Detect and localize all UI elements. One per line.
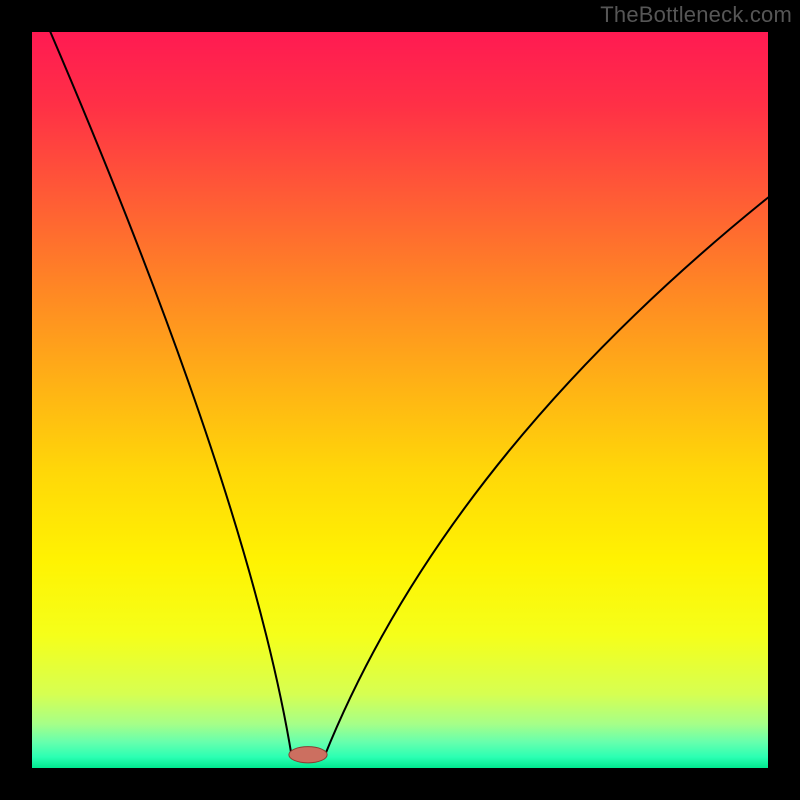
chart-stage: TheBottleneck.com [0,0,800,800]
watermark-text: TheBottleneck.com [600,2,792,28]
optimal-marker [289,747,327,763]
gradient-background [32,32,768,768]
bottleneck-chart [32,32,768,768]
